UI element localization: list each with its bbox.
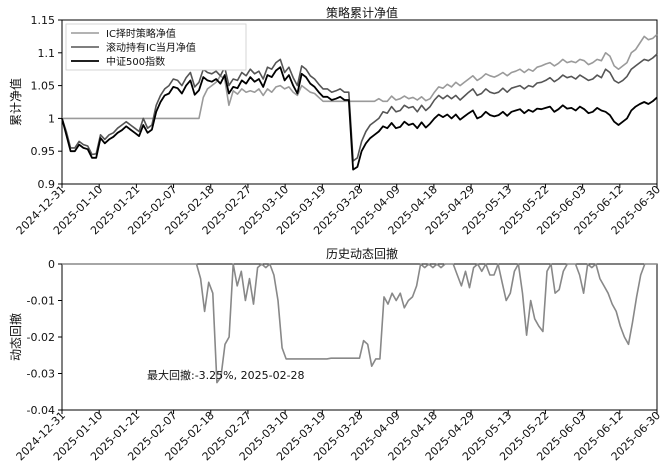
drawdown-y-axis-label: 动态回撤 xyxy=(8,313,23,361)
legend-label-csi500: 中证500指数 xyxy=(106,55,165,68)
nav-y-ticks: 0.9 0.95 1 1.05 1.1 1.15 xyxy=(31,14,62,191)
drawdown-y-tick-label: -0.04 xyxy=(27,404,55,417)
drawdown-chart-panel: 历史动态回撤 -0.04 -0.03 -0.02 -0.01 0 2024-12-312… xyxy=(8,246,663,463)
nav-chart-panel: 策略累计净值 0.9 0.95 1 1.05 1.1 1.15 2024-12-31202… xyxy=(8,5,663,237)
drawdown-chart-title: 历史动态回撤 xyxy=(326,246,398,261)
nav-legend: IC择时策略净值 滚动持有IC当月净值 中证500指数 xyxy=(65,23,247,71)
nav-series-line-2 xyxy=(61,66,658,171)
drawdown-series-line-0 xyxy=(62,263,657,384)
nav-y-tick-label: 1.1 xyxy=(38,47,56,60)
drawdown-plot-frame xyxy=(61,263,658,411)
nav-series-lines xyxy=(61,33,658,171)
drawdown-y-tick-label: -0.01 xyxy=(27,295,55,308)
drawdown-series-lines xyxy=(62,263,657,384)
drawdown-y-tick-label: 0 xyxy=(48,258,55,271)
nav-y-tick-label: 1.15 xyxy=(31,14,56,27)
nav-x-ticks: 2024-12-312025-01-102025-01-212025-02-07… xyxy=(14,183,663,237)
nav-y-tick-label: 1.05 xyxy=(31,80,56,93)
drawdown-y-tick-label: -0.03 xyxy=(27,368,55,381)
nav-y-tick-label: 0.95 xyxy=(31,145,56,158)
nav-series-line-0 xyxy=(62,33,658,120)
nav-y-tick-label: 0.9 xyxy=(38,178,56,191)
nav-series-line-1 xyxy=(61,53,658,162)
nav-y-axis-label: 累计净值 xyxy=(8,78,23,126)
legend-label-ic-timing: IC择时策略净值 xyxy=(106,27,176,40)
drawdown-x-ticks: 2024-12-312025-01-102025-01-212025-02-07… xyxy=(14,409,663,463)
max-drawdown-annotation: 最大回撤:-3.25%, 2025-02-28 xyxy=(147,368,305,382)
legend-label-rolling-ic: 滚动持有IC当月净值 xyxy=(106,41,196,54)
drawdown-y-ticks: -0.04 -0.03 -0.02 -0.01 0 xyxy=(27,258,62,417)
nav-y-tick-label: 1 xyxy=(48,112,55,125)
drawdown-y-tick-label: -0.02 xyxy=(27,331,55,344)
nav-chart-title: 策略累计净值 xyxy=(326,5,398,20)
